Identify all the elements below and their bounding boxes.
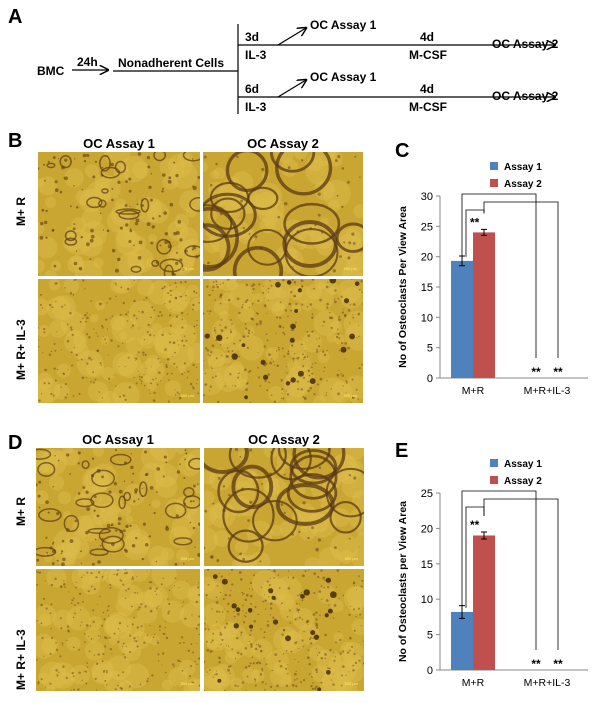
scale-bar-label: 500 μm (345, 681, 359, 686)
micrograph-d-mr-assay2: 500 μm (204, 448, 364, 566)
y-tick-label: 5 (427, 343, 433, 355)
legend-label: Assay 1 (504, 162, 542, 173)
bar (473, 232, 495, 378)
branch2-time: 6d (245, 82, 260, 96)
y-tick-label: 0 (427, 373, 433, 385)
significance-marker: ** (470, 518, 480, 532)
b-col-head-assay1: OC Assay 1 (83, 136, 155, 151)
legend-label: Assay 2 (504, 476, 542, 487)
branch2-factor: IL-3 (245, 100, 267, 114)
b-col-head-assay2: OC Assay 2 (247, 136, 319, 151)
branch1-second-factor: M-CSF (409, 48, 447, 62)
significance-bracket (483, 201, 559, 358)
significance-bracket (483, 498, 559, 650)
branch1-assay1: OC Assay 1 (310, 18, 377, 32)
b-row-label-mr-il3: M+ R+ IL-3 (14, 319, 28, 380)
panel-label-c: C (395, 140, 410, 162)
significance-marker: ** (553, 365, 563, 379)
legend-label: Assay 1 (504, 459, 542, 470)
scale-bar-label: 500 μm (344, 266, 358, 271)
significance-marker: ** (531, 365, 541, 379)
y-tick-label: 25 (421, 488, 433, 500)
micrograph-d-mr-assay1: 500 μm (36, 448, 200, 566)
y-tick-label: 15 (421, 282, 433, 294)
significance-marker: ** (470, 215, 480, 229)
y-tick-label: 30 (421, 191, 433, 203)
branch2-second-factor: M-CSF (409, 100, 447, 114)
y-tick-label: 10 (421, 312, 433, 324)
error-bar (481, 531, 487, 540)
legend-swatch (490, 476, 498, 484)
d-row-label-mr-il3: M+ R+ IL-3 (14, 629, 28, 690)
micrograph-d-il3-assay1: 500 μm (36, 569, 200, 691)
y-tick-label: 25 (421, 221, 433, 233)
y-tick-label: 20 (421, 523, 433, 535)
branch2-assay1-arrow (277, 80, 306, 98)
legend-swatch (490, 459, 498, 467)
panel-label-e: E (395, 440, 409, 462)
y-tick-label: 0 (427, 665, 433, 677)
micrograph-b-il3-assay1: 500 μm (38, 279, 200, 403)
branch2-second-time: 4d (420, 82, 435, 96)
scale-bar-label: 500 μm (181, 681, 195, 686)
panel-label-d: D (8, 432, 23, 454)
scale-bar-label: 500 μm (181, 393, 195, 398)
panel-label-a: A (8, 6, 23, 28)
x-tick-label: M+R+IL-3 (524, 385, 571, 397)
schematic-24h: 24h (77, 55, 98, 69)
bar (473, 535, 495, 670)
d-col-head-assay1: OC Assay 1 (82, 432, 154, 447)
scale-bar-label: 500 μm (181, 556, 195, 561)
legend-label: Assay 2 (504, 179, 542, 190)
schematic-bmc: BMC (37, 64, 65, 78)
micrograph-b-il3-assay2: 500 μm (203, 279, 363, 403)
significance-bracket (461, 193, 537, 358)
error-bar (481, 228, 487, 236)
legend-swatch (490, 179, 498, 187)
panel-label-b: B (8, 130, 23, 152)
schematic-lines (72, 24, 601, 114)
x-tick-label: M+R+IL-3 (524, 677, 571, 689)
branch2-assay1: OC Assay 1 (310, 70, 377, 84)
scale-bar-label: 500 μm (181, 266, 195, 271)
b-row-label-mr: M+ R (14, 196, 28, 226)
d-col-head-assay2: OC Assay 2 (248, 432, 320, 447)
micrograph-b-mr-assay2: 500 μm (203, 152, 363, 276)
branch1-assay2: OC Assay 2 (492, 37, 559, 51)
significance-marker: ** (531, 657, 541, 671)
branch1-time: 3d (245, 30, 260, 44)
x-tick-label: M+R (462, 677, 485, 689)
y-axis-label: No of Osteoclasts Per View Area (397, 206, 409, 368)
y-tick-label: 5 (427, 630, 433, 642)
x-tick-label: M+R (462, 385, 485, 397)
y-tick-label: 10 (421, 594, 433, 606)
y-axis-label: No of Osteoclasts per View Area (397, 501, 409, 662)
significance-marker: ** (553, 657, 563, 671)
chart-svg: Assay 1 Assay 2 0 5 10 15 20 25 30 No of Osteocla… (397, 162, 588, 397)
chart-svg: Assay 1 Assay 2 0 5 10 15 20 25 No of Osteoclast… (397, 459, 588, 689)
schematic-cells: Nonadherent Cells (118, 56, 225, 70)
bar (451, 260, 473, 378)
branch1-assay1-arrow (277, 28, 306, 46)
significance-bracket (461, 490, 537, 650)
chart-c: Assay 1 Assay 2 0 5 10 15 20 25 30 No of Osteocla… (380, 158, 592, 408)
branch2-assay2: OC Assay 2 (492, 89, 559, 103)
legend-swatch (490, 162, 498, 170)
branch1-factor: IL-3 (245, 48, 267, 62)
bar (451, 611, 473, 670)
scale-bar-label: 500 μm (344, 393, 358, 398)
d-row-label-mr: M+ R (14, 496, 28, 526)
y-tick-label: 15 (421, 559, 433, 571)
y-tick-label: 20 (421, 252, 433, 264)
micrograph-d-il3-assay2: 500 μm (204, 569, 364, 691)
micrograph-b-mr-assay1: 500 μm (38, 152, 200, 276)
scale-bar-label: 500 μm (345, 556, 359, 561)
chart-e: Assay 1 Assay 2 0 5 10 15 20 25 No of Osteoclast… (380, 455, 592, 700)
branch1-second-time: 4d (420, 30, 435, 44)
